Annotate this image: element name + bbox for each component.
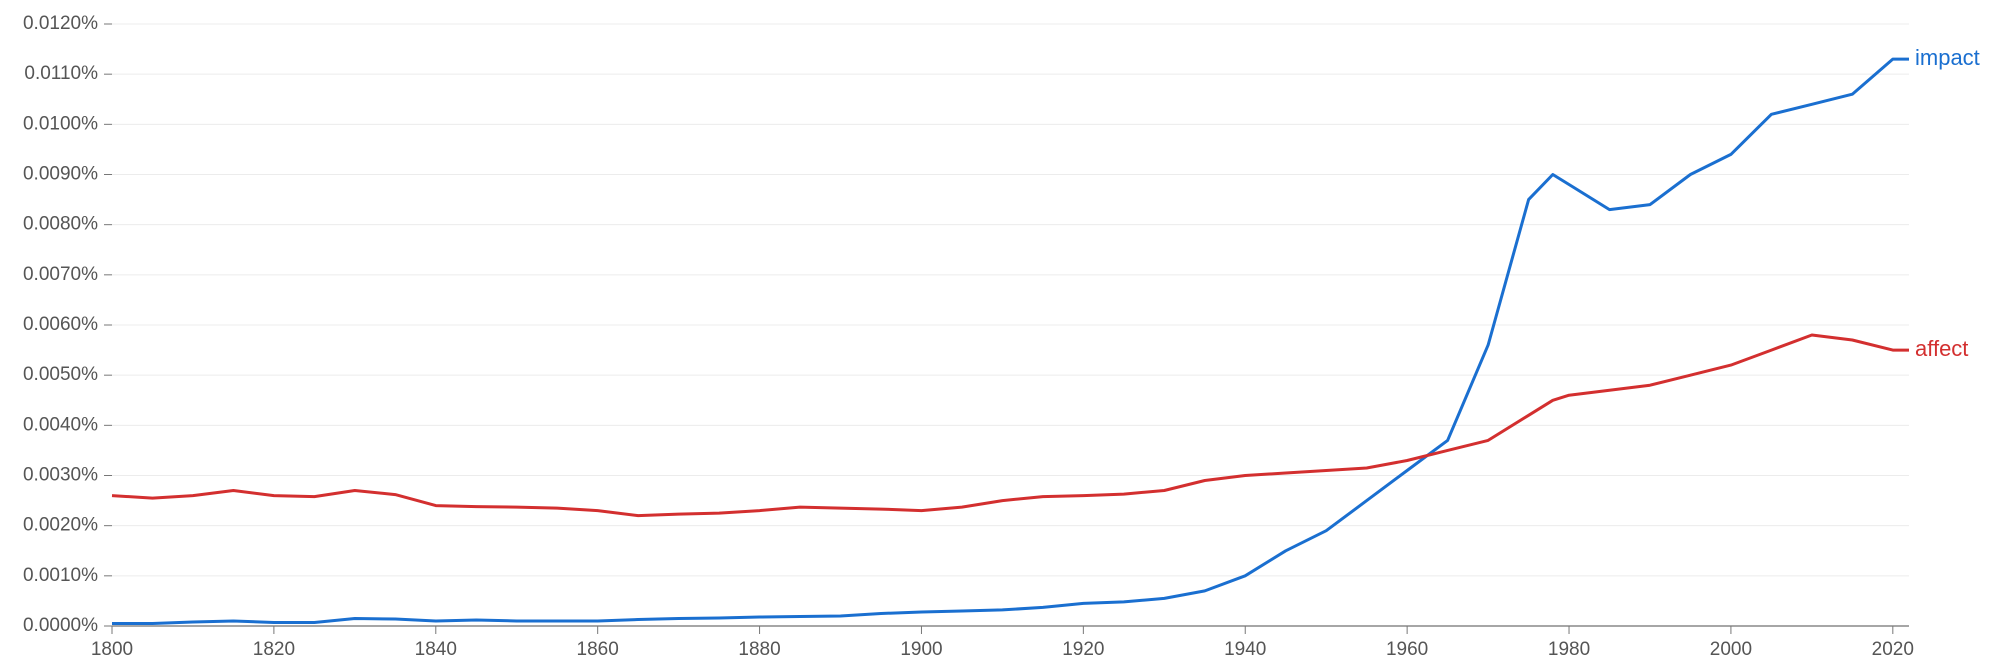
x-tick-label: 1860: [577, 639, 619, 660]
x-tick-label: 2020: [1872, 639, 1914, 660]
y-tick-label: 0.0120%: [23, 13, 98, 34]
x-tick-label: 1880: [738, 639, 780, 660]
y-tick-label: 0.0020%: [23, 515, 98, 536]
x-tick-label: 1980: [1548, 639, 1590, 660]
y-tick-label: 0.0070%: [23, 264, 98, 285]
y-tick-label: 0.0050%: [23, 364, 98, 385]
y-tick-label: 0.0090%: [23, 164, 98, 185]
series-line: [111, 333, 1909, 518]
y-tick-label: 0.0000%: [23, 615, 98, 636]
x-tick-label: 1960: [1386, 639, 1428, 660]
x-tick-label: 2000: [1710, 639, 1752, 660]
x-tick-label: 1840: [415, 639, 457, 660]
series-line: [112, 57, 1909, 625]
x-tick-label: 1940: [1224, 639, 1266, 660]
y-tick-label: 0.0060%: [23, 314, 98, 335]
y-tick-label: 0.0110%: [24, 63, 98, 84]
x-tick-label: 1920: [1062, 639, 1104, 660]
x-tick-label: 1800: [91, 639, 133, 660]
y-tick-label: 0.0030%: [23, 465, 98, 486]
x-tick-label: 1820: [253, 639, 295, 660]
y-tick-label: 0.0080%: [23, 214, 98, 235]
series-label: affect: [1915, 336, 1968, 361]
y-tick-label: 0.0010%: [23, 565, 98, 586]
y-tick-label: 0.0100%: [23, 113, 98, 134]
x-tick-label: 1900: [900, 639, 942, 660]
series-label: impact: [1915, 45, 1980, 70]
y-tick-label: 0.0040%: [23, 414, 98, 435]
